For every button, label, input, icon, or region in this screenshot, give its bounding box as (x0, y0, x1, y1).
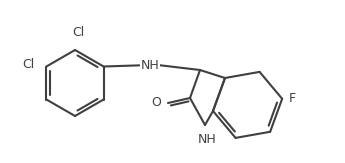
Text: NH: NH (140, 59, 159, 72)
Text: F: F (289, 92, 296, 105)
Text: NH: NH (198, 133, 216, 146)
Text: Cl: Cl (72, 26, 84, 39)
Text: O: O (151, 96, 161, 110)
Text: Cl: Cl (22, 58, 34, 71)
